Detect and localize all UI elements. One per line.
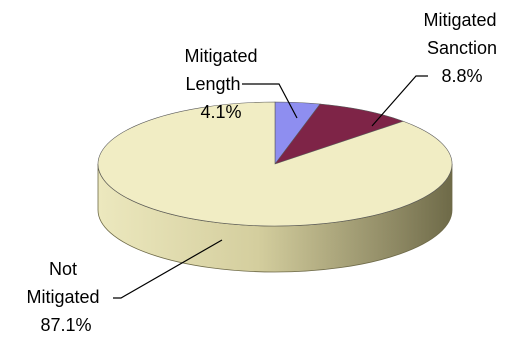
label-mitigated-length-line1: Mitigated [184, 46, 257, 66]
label-mitigated-sanction: Mitigated Sanction 8.8% [371, 10, 497, 127]
pie-slice-not-mitigated [97, 101, 453, 227]
label-mitigated-sanction-value: 8.8% [441, 66, 482, 86]
pie-slices [97, 101, 453, 273]
label-not-mitigated: Not Mitigated 87.1% [26, 239, 223, 335]
leader-line-mitigated-length [242, 83, 298, 119]
leader-line-not-mitigated [113, 239, 223, 299]
label-mitigated-length-line2: Length [185, 74, 240, 94]
label-mitigated-sanction-line2: Sanction [427, 38, 497, 58]
label-mitigated-sanction-line1: Mitigated [423, 10, 496, 30]
label-not-mitigated-line1: Not [49, 259, 77, 279]
label-not-mitigated-line2: Mitigated [26, 287, 99, 307]
label-mitigated-length: Mitigated Length 4.1% [184, 46, 298, 122]
label-mitigated-length-value: 4.1% [200, 102, 241, 122]
leader-line-mitigated-sanction [371, 75, 428, 127]
data-labels: Mitigated Length 4.1% Mitigated Sanction… [26, 10, 497, 335]
pie-slice-mitigated-sanction [274, 103, 405, 165]
label-not-mitigated-value: 87.1% [40, 315, 91, 335]
